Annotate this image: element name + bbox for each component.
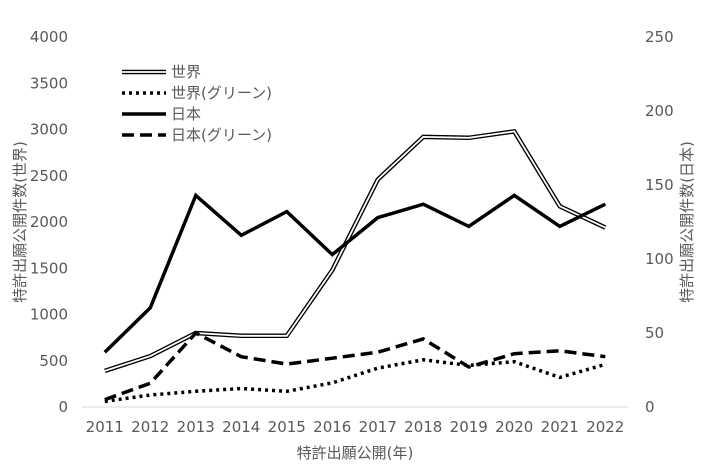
right-tick-label: 50 [645,324,664,342]
left-axis-label: 特許出願公開件数(世界) [11,141,29,303]
x-tick-label: 2022 [586,418,624,436]
legend-label: 世界 [171,63,201,81]
left-tick-label: 500 [39,352,68,370]
right-axis-label: 特許出願公開件数(日本) [678,141,696,303]
x-axis-ticks: 2011 2012 2013 2014 2015 2016 2017 2018 2019 2020… [86,418,625,436]
series-line-3 [103,192,607,354]
right-tick-label: 100 [645,250,674,268]
x-tick-label: 2016 [313,418,351,436]
left-tick-label: 2500 [30,167,68,185]
x-tick-label: 2020 [495,418,533,436]
left-tick-label: 4000 [30,28,68,46]
x-tick-label: 2011 [86,418,124,436]
left-axis-ticks: 0 500 1000 1500 2000 2500 3000 3500 4000 [30,28,68,416]
series-line-1-inner [104,130,606,372]
left-tick-label: 1000 [30,306,68,324]
x-tick-label: 2012 [131,418,169,436]
x-tick-label: 2018 [404,418,442,436]
x-tick-label: 2015 [268,418,306,436]
right-axis-ticks: 0 50 100 150 200 250 [645,28,674,416]
left-tick-label: 1500 [30,259,68,277]
series-line-1 [104,128,607,374]
right-tick-label: 200 [645,102,674,120]
left-tick-label: 3000 [30,121,68,139]
right-tick-label: 250 [645,28,674,46]
legend-label: 日本(グリーン) [171,126,272,144]
left-tick-label: 2000 [30,213,68,231]
right-tick-label: 150 [645,176,674,194]
left-tick-label: 3500 [30,74,68,92]
right-tick-label: 0 [645,398,655,416]
legend-label: 世界(グリーン) [171,84,272,102]
series-line-4 [104,330,606,402]
series-layer [103,128,607,404]
x-axis-label: 特許出願公開(年) [297,444,414,462]
x-tick-label: 2014 [222,418,260,436]
x-tick-label: 2013 [177,418,215,436]
left-tick-label: 0 [58,398,68,416]
x-tick-label: 2019 [450,418,488,436]
x-tick-label: 2017 [359,418,397,436]
series-line-2 [104,358,606,404]
x-tick-label: 2021 [541,418,579,436]
legend-label: 日本 [171,105,201,123]
